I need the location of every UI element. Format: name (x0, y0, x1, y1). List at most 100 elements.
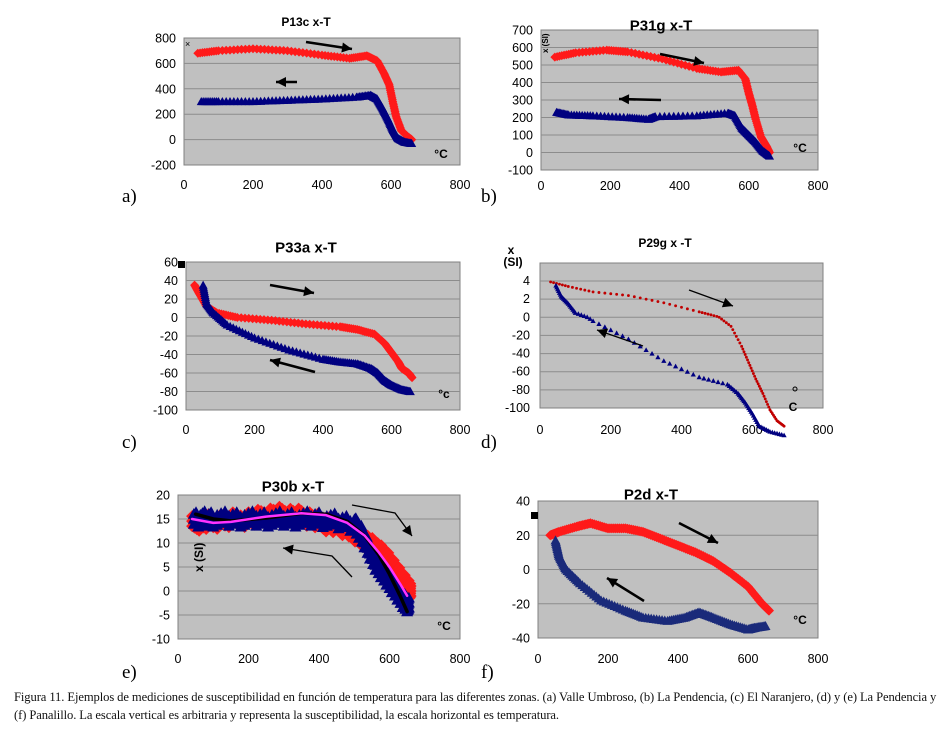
data-point-heating (407, 373, 417, 383)
x-tick-label: 400 (668, 652, 689, 666)
data-point-heating (566, 285, 570, 288)
x-tick-label: 0 (183, 423, 190, 437)
y-tick-label: 4 (523, 274, 530, 288)
data-point-cooling (619, 333, 626, 339)
data-point-heating (763, 397, 767, 401)
data-point-cooling (198, 280, 208, 289)
data-point-cooling (678, 366, 685, 372)
x-axis-unit-label: °C (793, 141, 807, 155)
data-point-cooling (684, 369, 690, 374)
panel-label-f: f) (481, 662, 494, 683)
x-axis-unit-label: °C (434, 147, 448, 161)
y-tick-label: 60 (164, 256, 178, 270)
y-tick-label: -80 (512, 383, 530, 397)
chart-title: P33a x-T (275, 239, 337, 256)
data-point-cooling (553, 282, 559, 288)
data-point-heating (738, 341, 742, 345)
data-point-cooling (596, 321, 602, 327)
y-tick-label: 0 (171, 311, 178, 325)
data-point-cooling (701, 375, 707, 381)
data-point-heating (650, 298, 654, 302)
data-point-heating (691, 308, 695, 312)
x-tick-label: 600 (738, 652, 759, 666)
data-point-heating (583, 288, 587, 292)
arrowhead (597, 328, 609, 339)
data-point-heating (715, 314, 719, 318)
direction-arrow-cooling (282, 547, 353, 578)
x-tick-label: 0 (175, 652, 182, 666)
x-tick-label: 200 (598, 652, 619, 666)
data-point-heating (724, 321, 728, 325)
chart-title: P31g x-T (630, 17, 693, 34)
y-tick-label: -100 (505, 401, 530, 415)
y-tick-label: -60 (512, 365, 530, 379)
chart-title: P2d x-T (624, 486, 678, 503)
data-point-heating (744, 355, 748, 359)
series-cooling (552, 107, 775, 160)
series-heating (193, 44, 417, 145)
arrowhead (270, 357, 281, 368)
data-point-heating (759, 387, 762, 391)
series-line-fit-magenta (190, 511, 409, 598)
y-tick-label: 400 (155, 82, 176, 96)
data-point-heating (717, 315, 721, 319)
data-point-heating (603, 291, 607, 295)
data-point-heating (734, 334, 738, 338)
data-point-heating (756, 382, 760, 386)
y-tick-label: 0 (523, 563, 530, 577)
y-tick-label: -40 (512, 632, 530, 646)
arrowhead (402, 524, 412, 536)
data-point-heating (621, 293, 624, 297)
x-tick-label: 800 (808, 179, 829, 193)
data-point-heating (766, 402, 770, 406)
data-point-heating (733, 331, 736, 335)
x-axis-unit-label: °C (793, 613, 807, 627)
data-point-heating (609, 292, 613, 296)
y-axis-label-units: (SI) (503, 255, 522, 269)
data-point-cooling (690, 371, 696, 377)
data-point-cooling (363, 552, 376, 564)
data-point-heating (680, 305, 683, 309)
y-axis-label: x (SI) (192, 543, 206, 572)
panel-label-d: d) (481, 432, 497, 453)
legend-marker (792, 386, 798, 392)
data-point-heating (751, 372, 755, 375)
x-axis-unit-label: °C (437, 619, 451, 633)
data-point-cooling (187, 518, 200, 529)
y-tick-label: 800 (155, 32, 176, 46)
data-point-heating (757, 384, 761, 388)
x-tick-label: 400 (313, 423, 334, 437)
data-point-heating (743, 353, 747, 356)
panel-label-e: e) (122, 662, 137, 683)
data-point-cooling (715, 379, 721, 385)
data-point-heating (558, 282, 561, 286)
y-axis-label: x (508, 243, 515, 257)
arrowhead (693, 56, 704, 66)
x-tick-label: 400 (309, 652, 330, 666)
y-tick-label: 0 (523, 310, 530, 324)
y-tick-label: 700 (512, 24, 533, 38)
data-point-heating (762, 394, 766, 398)
data-point-heating (597, 291, 601, 294)
panel-label-a: a) (122, 186, 137, 207)
x-tick-label: 800 (808, 652, 829, 666)
y-tick-label: 20 (516, 529, 530, 543)
panel-label-b: b) (481, 186, 497, 207)
data-point-heating (722, 319, 726, 323)
data-point-heating (750, 369, 754, 373)
legend-marker (178, 261, 185, 268)
x-tick-label: 600 (742, 423, 763, 437)
y-tick-label: -100 (508, 164, 533, 178)
data-point-heating (674, 304, 678, 308)
y-tick-label: -20 (512, 328, 530, 342)
x-tick-label: 200 (600, 423, 621, 437)
data-point-heating (761, 392, 765, 395)
data-point-heating (615, 292, 619, 296)
y-tick-label: -40 (160, 348, 178, 362)
y-tick-label: -200 (151, 159, 176, 173)
data-point-heating (720, 317, 724, 321)
